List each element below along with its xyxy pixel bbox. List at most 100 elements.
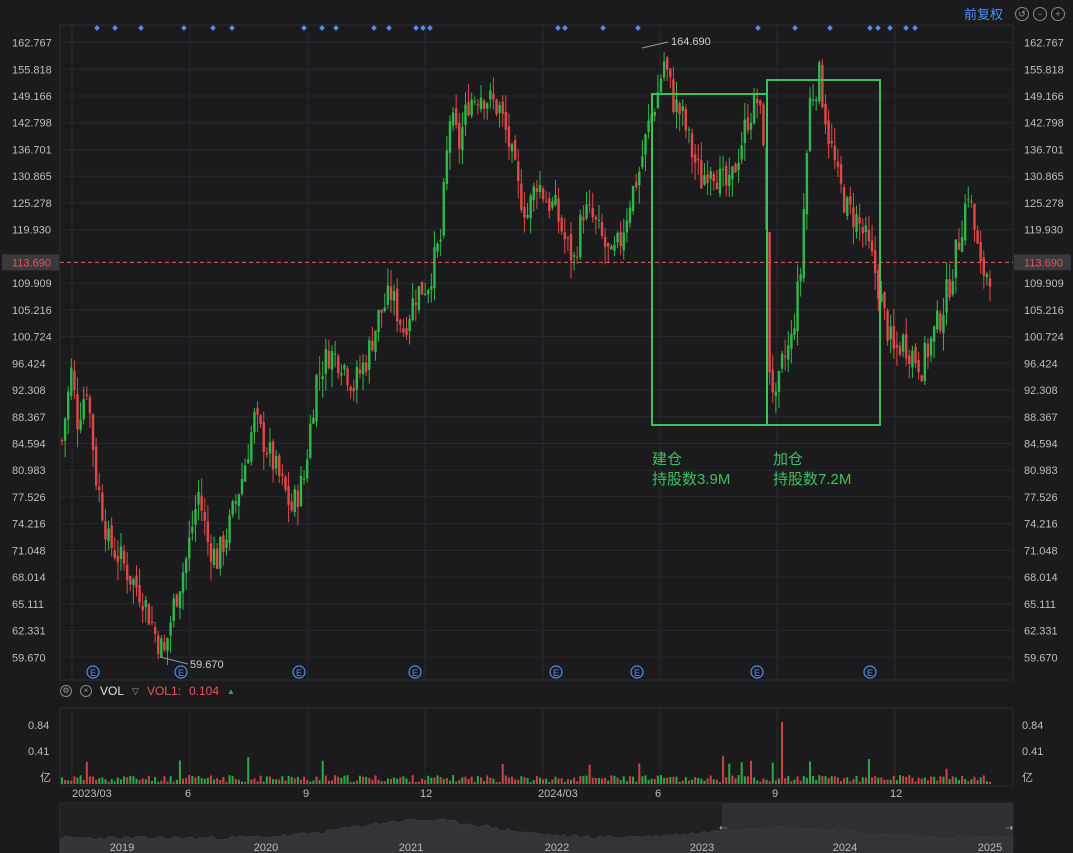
volume-bar — [132, 776, 135, 784]
volume-bar — [321, 760, 324, 784]
price-panel-frame — [59, 24, 1014, 681]
volume-bar — [737, 775, 740, 784]
candle-body — [371, 340, 374, 351]
candle-body — [855, 214, 858, 232]
y-tick-label-left: 80.983 — [12, 465, 46, 477]
volume-bar — [675, 776, 678, 784]
candle-body — [706, 174, 709, 184]
candle-body — [790, 333, 793, 349]
volume-bar — [250, 779, 253, 784]
volume-bar — [604, 777, 607, 784]
min-callout-line — [159, 656, 189, 665]
candle-body — [588, 204, 591, 206]
candle-body — [517, 161, 520, 182]
event-marker-label: E — [178, 668, 184, 678]
adjust-mode-button[interactable]: 前复权 — [963, 7, 1003, 22]
volume-bar — [70, 780, 73, 784]
candle-body — [672, 79, 675, 113]
volume-bars — [61, 722, 991, 784]
volume-bar — [616, 777, 619, 784]
candle-body — [364, 362, 368, 372]
candle-body — [290, 501, 293, 511]
y-tick-label-left: 125.278 — [12, 198, 52, 210]
volume-bar — [765, 779, 768, 784]
candle-body — [926, 343, 930, 358]
y-tick-label-left: 142.798 — [12, 118, 52, 130]
minus-icon[interactable]: − — [1033, 6, 1047, 21]
candle-body — [427, 290, 430, 295]
volume-bar — [244, 781, 247, 784]
current-price-badge-right — [1014, 254, 1071, 271]
current-price-label-left: 113.690 — [12, 257, 51, 269]
volume-bar — [964, 779, 967, 784]
dividend-marker-icon — [112, 25, 118, 31]
volume-bar — [687, 780, 690, 784]
volume-bar — [892, 775, 895, 784]
candle-body — [749, 122, 753, 130]
volume-bar — [777, 778, 780, 784]
candle-body — [808, 97, 812, 152]
candle-body — [970, 201, 973, 203]
volume-bar — [368, 778, 371, 784]
undo-icon[interactable]: ↺ — [1015, 6, 1029, 21]
volume-bar — [237, 779, 240, 784]
candle-body — [399, 320, 402, 325]
y-tick-label-left: 84.594 — [12, 438, 46, 450]
candle-body — [697, 158, 700, 161]
candle-body — [110, 525, 113, 549]
candle-body — [107, 528, 110, 542]
y-tick-label-right: 96.424 — [1024, 358, 1058, 370]
y-tick-label-left: 119.930 — [12, 225, 51, 237]
candle-body — [520, 183, 523, 211]
plus-icon[interactable]: + — [1051, 6, 1065, 21]
candle-body — [684, 108, 688, 131]
volume-bar — [743, 776, 746, 784]
volume-bar — [147, 775, 150, 784]
y-tick-label-left: 59.670 — [12, 652, 46, 664]
event-marker-label: E — [412, 668, 418, 678]
candle-body — [976, 230, 979, 244]
volume-bar — [209, 775, 212, 784]
dividend-marker-icon — [210, 25, 216, 31]
volume-bar — [976, 780, 979, 784]
candle-body — [358, 369, 362, 374]
dividend-marker-icon — [181, 25, 187, 31]
candle-body — [597, 219, 601, 221]
volume-bar — [933, 776, 936, 784]
dividend-marker-icon — [867, 25, 873, 31]
volume-bar — [489, 777, 492, 784]
candle-body — [160, 638, 163, 658]
volume-bar — [830, 776, 833, 784]
candle-body — [576, 256, 579, 258]
gear-icon[interactable]: ⚙ — [60, 685, 72, 697]
dividend-marker-icon — [420, 25, 426, 31]
volume-bar — [538, 777, 541, 784]
volume-bar — [61, 777, 63, 784]
candle-body — [98, 486, 101, 491]
volume-bar — [849, 781, 852, 784]
volume-bar — [796, 776, 799, 784]
indicator-name[interactable]: VOL — [100, 684, 125, 698]
candle-body — [690, 133, 694, 158]
volume-bar — [411, 775, 414, 784]
chevron-down-icon[interactable]: ▽ — [132, 685, 139, 696]
volume-bar — [911, 777, 914, 784]
volume-bar — [557, 778, 560, 784]
candle-body — [936, 310, 939, 330]
volume-bar — [95, 779, 98, 784]
volume-bar — [706, 778, 709, 784]
volume-bar — [476, 776, 479, 784]
candle-body — [932, 326, 936, 342]
dividend-marker-icon — [792, 25, 798, 31]
candle-body — [799, 274, 802, 282]
dividend-marker-icon — [427, 25, 433, 31]
close-icon[interactable]: × — [80, 685, 92, 697]
volume-bar — [427, 775, 430, 784]
candle-body — [948, 279, 951, 298]
volume-bar — [163, 776, 166, 784]
volume-bar — [805, 777, 808, 784]
volume-bar — [529, 781, 532, 784]
volume-bar — [945, 768, 948, 784]
y-tick-label-right: 80.983 — [1024, 465, 1058, 477]
